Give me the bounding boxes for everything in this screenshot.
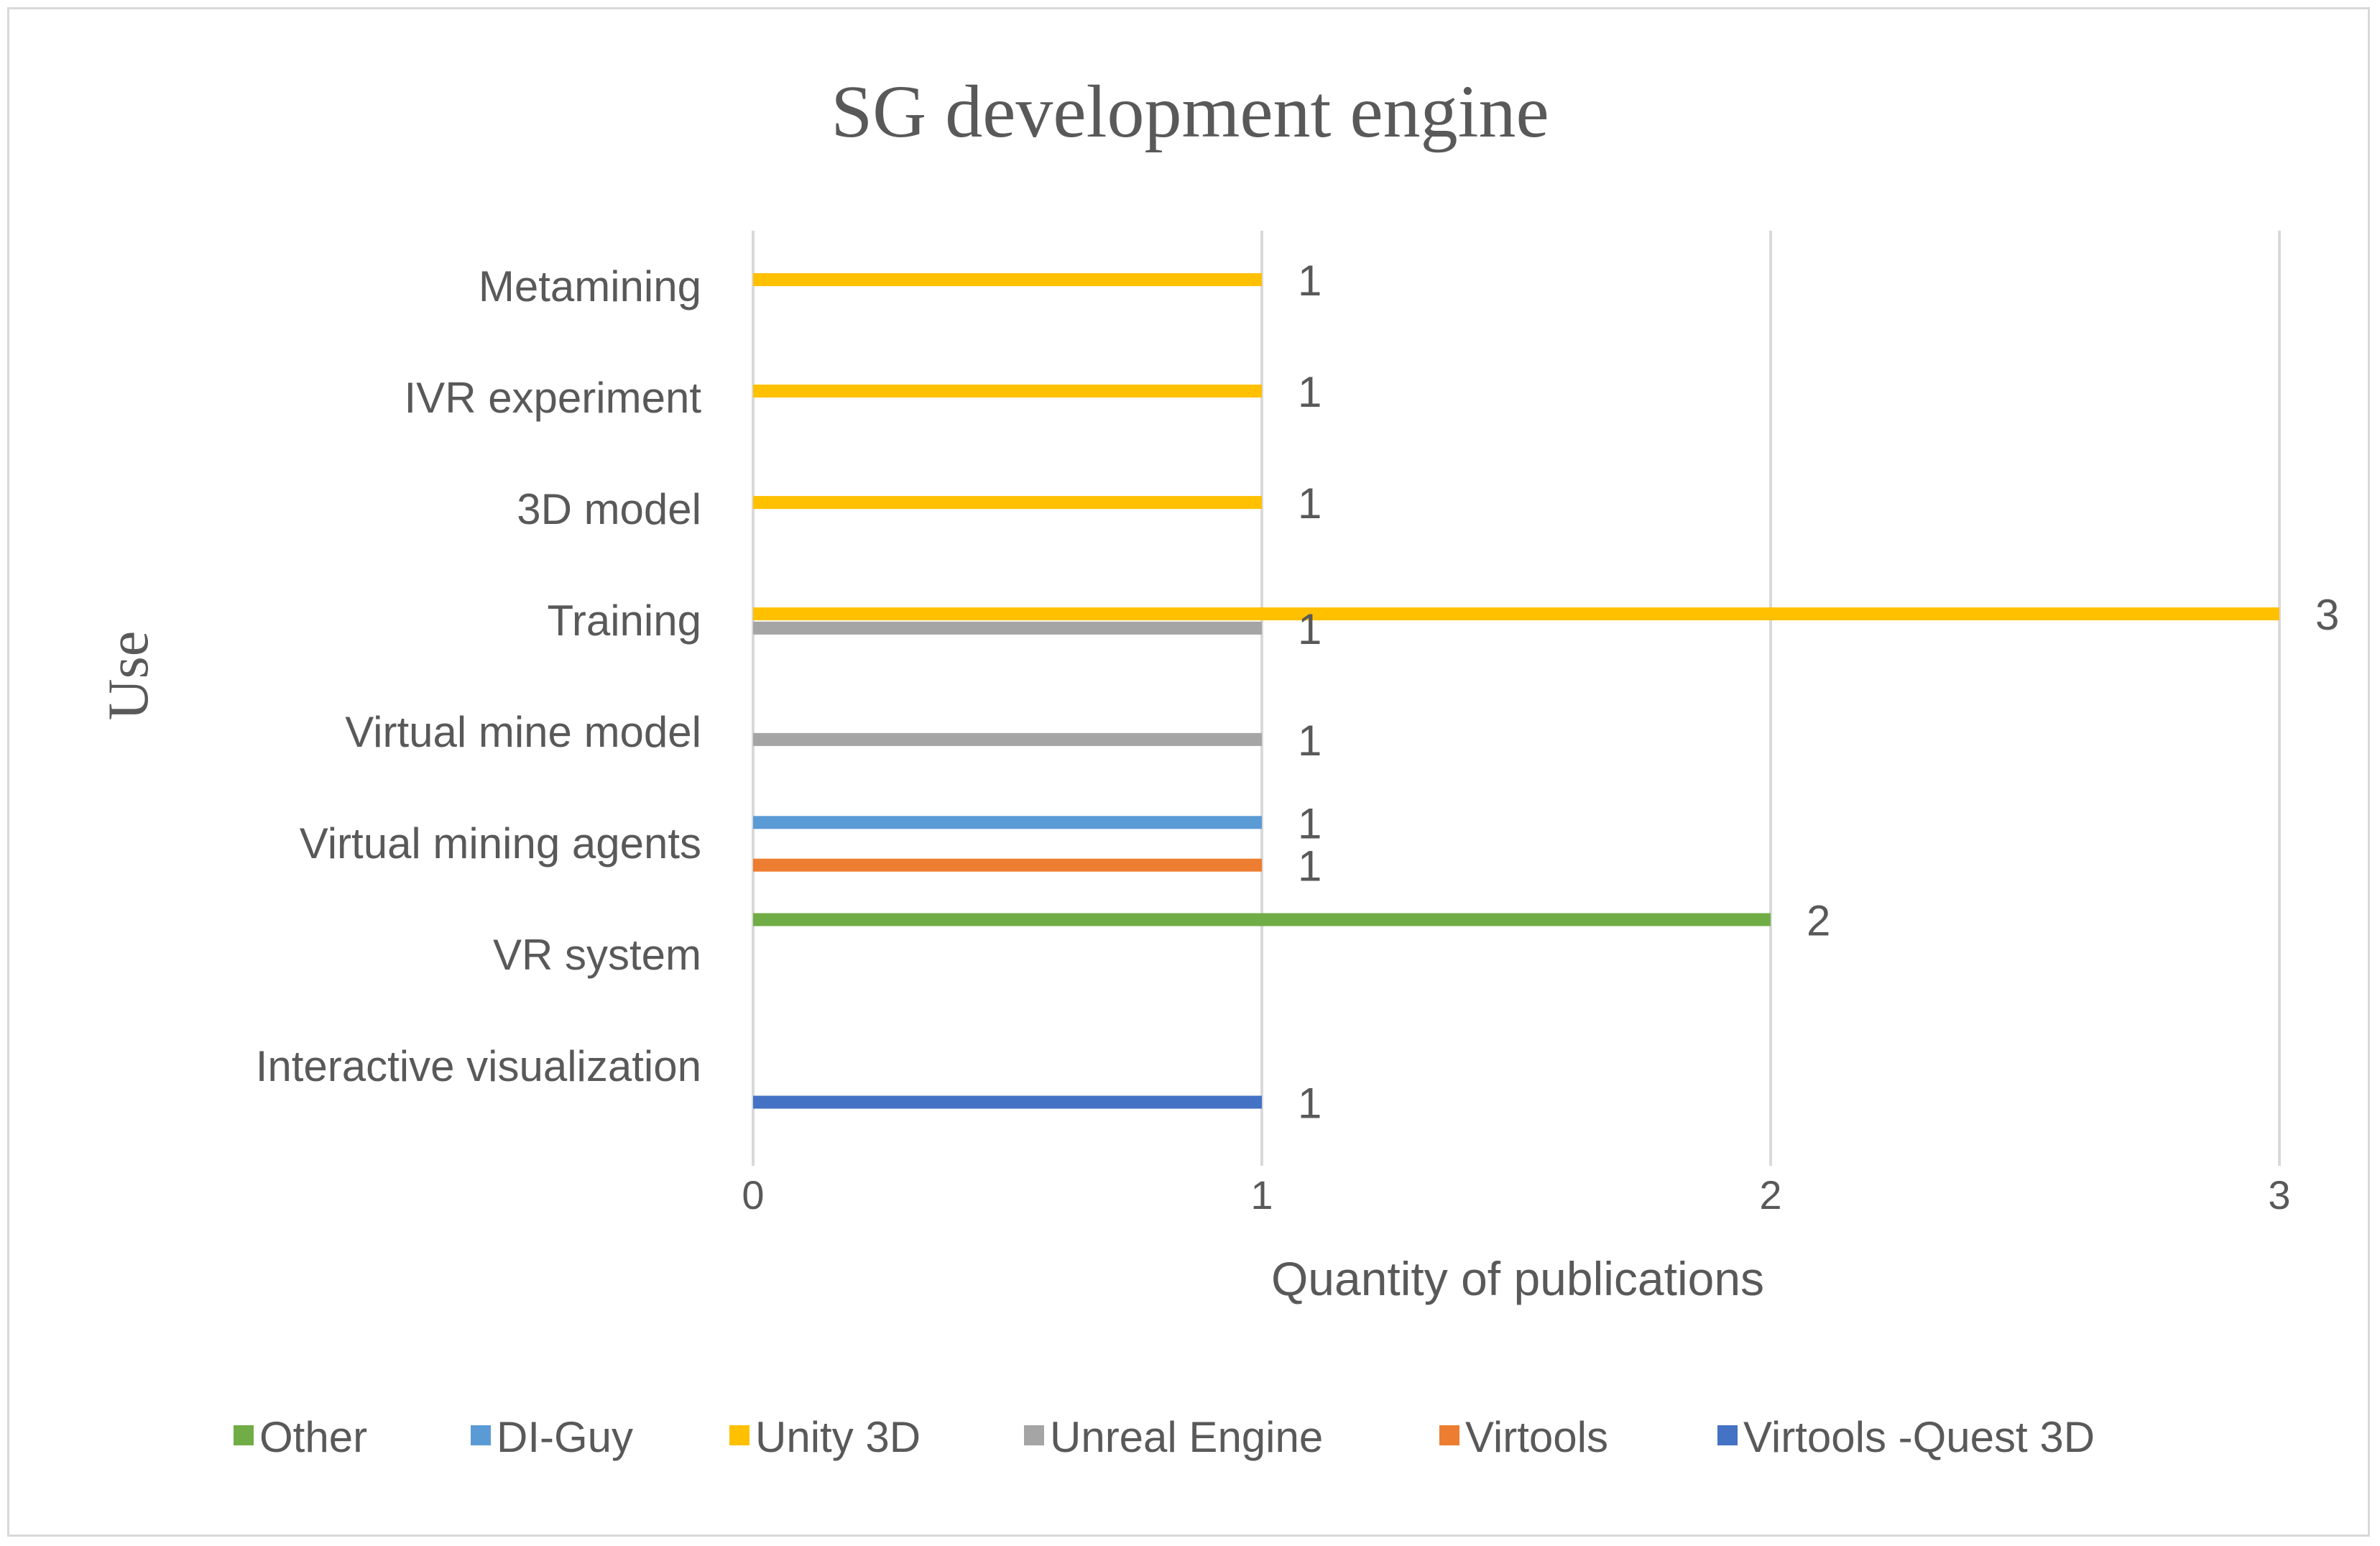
x-tick-label: 3 [2268,1172,2290,1218]
bar-other [753,913,1771,926]
legend-label: Other [259,1413,367,1461]
y-tick-label: Virtual mine model [345,708,701,756]
x-axis-title: Quantity of publications [1271,1252,1764,1305]
bar-virtools-quest-3d [753,1095,1262,1109]
data-label: 1 [1298,257,1322,305]
y-axis-title: Use [97,631,160,720]
legend-label: Virtools [1465,1413,1608,1461]
legend-swatch [1717,1425,1738,1445]
legend-swatch [729,1425,749,1445]
y-tick-label: Virtual mining agents [300,819,701,868]
data-label: 1 [1298,1080,1322,1128]
data-label: 1 [1298,368,1322,416]
legend-label: Unity 3D [755,1413,921,1461]
legend-label: DI-Guy [497,1413,633,1461]
y-tick-label: Training [547,597,701,645]
data-label: 2 [1807,897,1830,945]
legend-swatch [471,1425,491,1445]
bar-unreal-engine [753,732,1262,746]
bar-unity-3d [753,496,1262,510]
chart-frame [7,7,2370,1537]
legend-label: Virtools -Quest 3D [1743,1413,2095,1461]
bar-unity-3d [753,273,1262,287]
y-tick-label: Interactive visualization [256,1042,701,1090]
legend-label: Unreal Engine [1050,1413,1323,1461]
data-label: 1 [1298,605,1322,653]
y-tick-label: IVR experiment [405,374,702,422]
bar-unreal-engine [753,621,1262,635]
y-tick-label: VR system [493,931,701,979]
chart-title: SG development engine [831,70,1549,153]
bar-virtools [753,858,1262,872]
y-tick-label: 3D model [517,485,701,533]
bar-unity-3d [753,607,2279,621]
data-label: 1 [1298,479,1322,528]
legend-swatch [1439,1425,1459,1445]
bar-unity-3d [753,385,1262,398]
legend-swatch [234,1425,254,1445]
y-tick-label: Metamining [479,262,701,310]
data-label: 1 [1298,799,1322,847]
x-tick-label: 2 [1759,1172,1781,1218]
data-label: 1 [1298,842,1322,891]
x-tick-label: 0 [742,1172,764,1218]
data-label: 1 [1298,717,1322,765]
x-tick-label: 1 [1250,1172,1273,1218]
legend-swatch [1024,1425,1044,1445]
data-label: 3 [2315,591,2339,639]
bar-di-guy [753,816,1262,829]
